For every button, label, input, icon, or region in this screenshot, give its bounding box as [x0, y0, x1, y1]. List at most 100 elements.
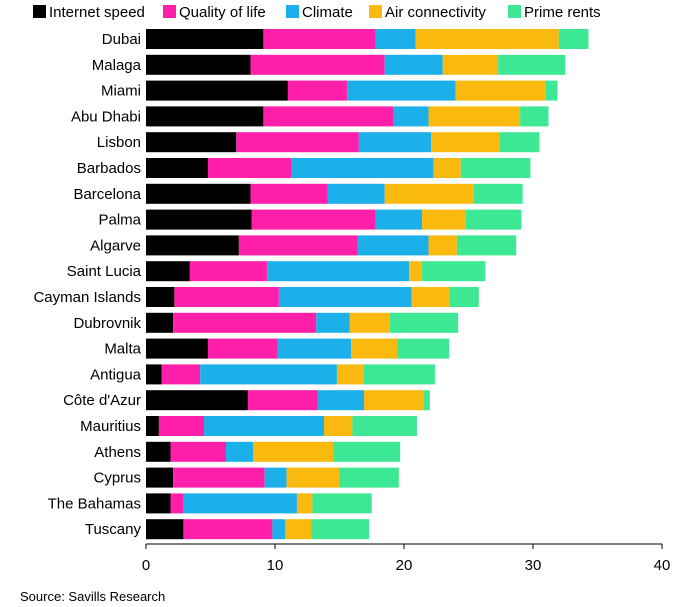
legend-label: Internet speed [49, 4, 145, 21]
bar-segment [428, 106, 521, 127]
bar-segment [384, 183, 474, 204]
category-label: Cyprus [93, 470, 141, 487]
bar-segment [409, 261, 423, 282]
bar-segment [173, 467, 265, 488]
bar-segment [170, 493, 184, 514]
bar-segment [351, 338, 398, 359]
bar-segment [146, 287, 175, 307]
category-label: Cayman Islands [33, 289, 141, 306]
bar-segment [263, 29, 376, 49]
bar-segment [415, 29, 559, 49]
legend-label: Air connectivity [385, 4, 486, 21]
chart-legend: Internet speed Quality of life Climate Air … [33, 4, 601, 21]
bar-segment [333, 441, 401, 462]
bar-segment [431, 132, 500, 153]
bar-segment [311, 519, 370, 540]
bar-segment [250, 54, 385, 75]
category-labels: Dubai Malaga Miami Abu Dhabi Lisbon Barbados B… [33, 31, 141, 538]
bar-segment [499, 132, 540, 153]
bar-segment [349, 312, 390, 333]
bar-segment [146, 235, 239, 256]
bar-segment [352, 416, 417, 436]
bar-segment [189, 261, 268, 282]
bar-segment [285, 519, 312, 540]
x-tick-label: 20 [396, 557, 413, 574]
bar-segment [358, 132, 432, 153]
category-label: Miami [101, 83, 141, 100]
x-tick-label: 30 [525, 557, 542, 574]
bar-segment [428, 235, 457, 256]
bar-segment [456, 235, 517, 256]
bar-segment [422, 209, 466, 230]
legend-label: Quality of life [179, 4, 266, 21]
category-label: Mauritius [80, 418, 141, 435]
bar-segment [146, 261, 190, 282]
bar-segment [498, 54, 566, 75]
category-label: Dubrovnik [73, 315, 141, 332]
bar-segment [207, 338, 278, 359]
bar-segment [170, 441, 226, 462]
bar-segment [146, 416, 159, 436]
bar-segment [146, 106, 264, 127]
bar-segment [317, 390, 365, 411]
bar-segment [146, 364, 162, 385]
bar-segment [161, 364, 201, 385]
bar-segment [174, 287, 279, 307]
bar-segment [253, 441, 334, 462]
bar-segment [397, 338, 450, 359]
bar-segment [312, 493, 372, 514]
bar-segment [204, 416, 325, 436]
bar-segment [146, 158, 208, 178]
bar-segment [364, 390, 424, 411]
legend-swatch [369, 5, 382, 18]
bar-segment [146, 390, 248, 411]
bar-segment [389, 312, 459, 333]
bar-segment [146, 467, 174, 488]
bar-segment [146, 183, 251, 204]
legend-swatch [286, 5, 299, 18]
category-label: Malaga [92, 57, 142, 74]
bar-segment [442, 54, 499, 75]
bar-segment [250, 183, 328, 204]
category-label: Malta [104, 341, 141, 358]
bar-segment [316, 312, 350, 333]
bar-segment [200, 364, 337, 385]
bar-segment [375, 29, 416, 49]
bar-segment [278, 287, 412, 307]
bar-segment [146, 80, 288, 101]
bar-segment [449, 287, 479, 307]
bar-segment [384, 54, 443, 75]
bar-segment [460, 158, 531, 178]
x-axis-ticks: 0 10 20 30 40 [142, 544, 671, 574]
bar-segment [286, 467, 340, 488]
source-note: Source: Savills Research [20, 589, 166, 604]
bar-segment [251, 209, 376, 230]
bar-segment [225, 441, 254, 462]
bar-segment [296, 493, 313, 514]
bar-area [146, 29, 589, 540]
bar-segment [375, 209, 423, 230]
bar-segment [327, 183, 385, 204]
bar-segment [146, 209, 252, 230]
bar-segment [364, 364, 435, 385]
x-tick-label: 0 [142, 557, 150, 574]
bar-segment [146, 132, 237, 153]
bar-segment [455, 80, 546, 101]
bar-segment [146, 338, 208, 359]
category-label: Lisbon [97, 134, 141, 151]
bar-segment [339, 467, 399, 488]
category-label: Dubai [102, 31, 141, 48]
bar-segment [146, 519, 184, 540]
bar-segment [422, 261, 486, 282]
bar-segment [473, 183, 523, 204]
category-label: Barbados [77, 160, 141, 177]
bar-segment [158, 416, 205, 436]
category-label: Tuscany [85, 521, 142, 538]
bar-segment [324, 416, 353, 436]
category-label: Côte d'Azur [63, 392, 141, 409]
category-label: Palma [98, 212, 141, 229]
x-tick-label: 40 [654, 557, 671, 574]
bar-segment [272, 519, 286, 540]
bar-segment [173, 312, 317, 333]
